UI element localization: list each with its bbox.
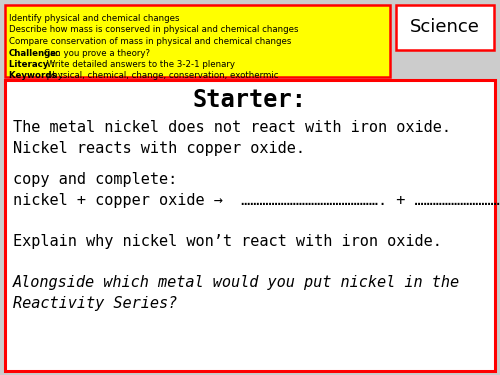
Text: Nickel reacts with copper oxide.: Nickel reacts with copper oxide. [13, 141, 305, 156]
Text: Write detailed answers to the 3-2-1 plenary: Write detailed answers to the 3-2-1 plen… [44, 60, 236, 69]
Text: Alongside which metal would you put nickel in the: Alongside which metal would you put nick… [13, 275, 460, 290]
Text: copy and complete:: copy and complete: [13, 172, 177, 187]
Text: Can you prove a theory?: Can you prove a theory? [44, 48, 150, 57]
Text: Explain why nickel won’t react with iron oxide.: Explain why nickel won’t react with iron… [13, 234, 442, 249]
Text: Identify physical and chemical changes: Identify physical and chemical changes [9, 14, 179, 23]
Text: physical, chemical, change, conservation, exothermic: physical, chemical, change, conservation… [44, 72, 279, 81]
Text: Science: Science [410, 18, 480, 36]
Text: The metal nickel does not react with iron oxide.: The metal nickel does not react with iro… [13, 120, 451, 135]
Text: nickel + copper oxide →  ………………………………………. + ……………………………………………………: nickel + copper oxide → ……………………………………….… [13, 193, 500, 208]
Text: Compare conservation of mass in physical and chemical changes: Compare conservation of mass in physical… [9, 37, 292, 46]
Text: Keywords :: Keywords : [9, 72, 63, 81]
Text: Describe how mass is conserved in physical and chemical changes: Describe how mass is conserved in physic… [9, 26, 298, 34]
FancyBboxPatch shape [396, 5, 494, 50]
Text: Starter:: Starter: [193, 88, 307, 112]
FancyBboxPatch shape [5, 80, 495, 371]
Text: Reactivity Series?: Reactivity Series? [13, 296, 177, 311]
Text: Challenge:: Challenge: [9, 48, 60, 57]
Text: Literacy :: Literacy : [9, 60, 55, 69]
FancyBboxPatch shape [5, 5, 390, 77]
